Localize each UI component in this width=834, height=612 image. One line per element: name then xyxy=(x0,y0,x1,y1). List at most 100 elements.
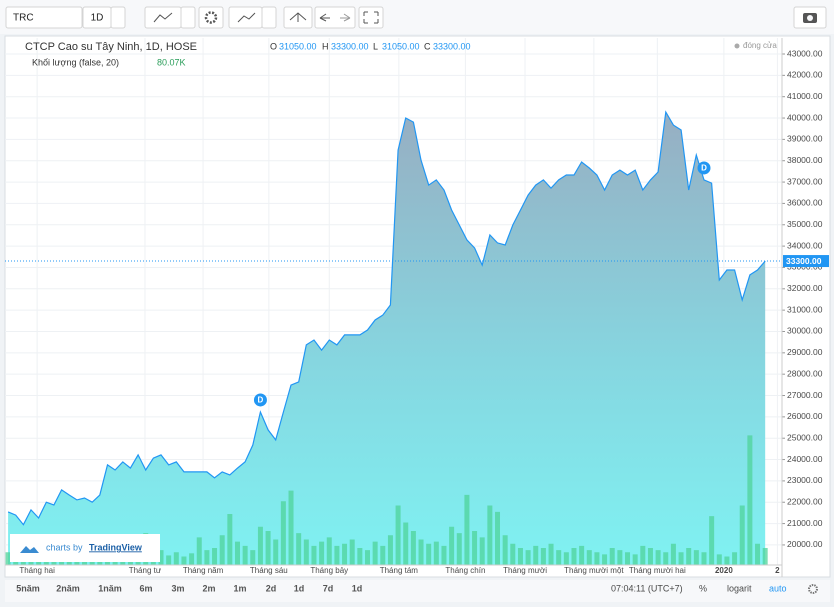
range-buttons: 5năm 2năm 1năm 6m 3m 2m 1m 2d 1d 7d 1d xyxy=(16,583,362,593)
watermark-brand[interactable]: TradingView xyxy=(89,542,143,552)
range-button[interactable]: 2m xyxy=(202,583,215,593)
range-button[interactable]: 2d xyxy=(266,583,277,593)
volume-bar xyxy=(296,533,302,565)
y-tick-label: 30000.00 xyxy=(787,326,823,336)
symbol-box[interactable] xyxy=(5,6,83,29)
range-button[interactable]: 2năm xyxy=(56,583,80,593)
y-tick-label: 28000.00 xyxy=(787,368,823,378)
ohlc-value: 33300.00 xyxy=(433,41,471,51)
volume-bar xyxy=(342,543,348,565)
footer-settings[interactable] xyxy=(808,584,818,594)
y-tick-label: 26000.00 xyxy=(787,411,823,421)
x-tick-label: Tháng mười một xyxy=(564,566,624,575)
volume-bar xyxy=(418,539,424,565)
y-tick-label: 35000.00 xyxy=(787,219,823,229)
range-button[interactable]: 1m xyxy=(233,583,246,593)
dividend-label: D xyxy=(258,396,264,405)
x-tick-label: Tháng năm xyxy=(183,566,224,575)
legend-series: đóng cửa xyxy=(743,41,777,50)
settings-button[interactable] xyxy=(198,6,224,29)
volume-bar xyxy=(632,554,638,565)
volume-bar xyxy=(548,543,554,565)
volume-bar xyxy=(579,545,585,565)
volume-bar xyxy=(747,435,753,565)
volume-name: Khối lượng (false, 20) xyxy=(32,57,119,67)
compare-icon xyxy=(289,12,307,22)
y-tick-label: 42000.00 xyxy=(787,70,823,80)
volume-bar xyxy=(303,539,309,565)
ohlc-value: 31050.00 xyxy=(279,41,317,51)
y-tick-label: 37000.00 xyxy=(787,176,823,186)
volume-bar xyxy=(732,552,738,565)
log-toggle[interactable]: logarit xyxy=(727,583,752,593)
ohlc-value: 31050.00 xyxy=(382,41,420,51)
volume-bar xyxy=(257,526,263,565)
fullscreen-button[interactable] xyxy=(358,6,384,29)
dropdown-button[interactable] xyxy=(261,6,277,29)
undo-icon xyxy=(319,13,330,22)
watermark-box xyxy=(10,534,160,562)
volume-bar xyxy=(617,550,623,565)
percent-toggle[interactable]: % xyxy=(699,583,707,593)
x-tick-label: Tháng mười hai xyxy=(629,566,686,575)
x-tick-label: Tháng bảy xyxy=(310,566,348,575)
volume-bar xyxy=(647,548,653,565)
volume-bar xyxy=(678,552,684,565)
x-tick-label: 2020 xyxy=(715,566,733,575)
y-tick-label: 38000.00 xyxy=(787,155,823,165)
ohlc-value: 33300.00 xyxy=(331,41,369,51)
footer xyxy=(5,580,830,602)
watermark-prefix: charts by xyxy=(46,542,83,552)
volume-bar xyxy=(472,531,478,565)
volume-bar xyxy=(410,531,416,565)
y-tick-label: 34000.00 xyxy=(787,240,823,250)
indicators-button[interactable] xyxy=(228,6,263,29)
volume-bar xyxy=(571,548,577,565)
volume-bar xyxy=(196,537,202,565)
range-button[interactable]: 3m xyxy=(171,583,184,593)
volume-bar xyxy=(762,547,768,565)
range-button[interactable]: 1d xyxy=(352,583,363,593)
toolbar xyxy=(0,0,834,34)
range-button[interactable]: 5năm xyxy=(16,583,40,593)
volume-bar xyxy=(273,539,279,565)
fullscreen-icon xyxy=(363,11,379,24)
y-tick-label: 31000.00 xyxy=(787,304,823,314)
range-button[interactable]: 1d xyxy=(294,583,305,593)
range-button[interactable]: 6m xyxy=(139,583,152,593)
range-button[interactable]: 1năm xyxy=(98,583,122,593)
volume-bar xyxy=(326,537,332,565)
legend-dot xyxy=(734,43,740,49)
volume-bar xyxy=(625,552,631,565)
x-tick-label: Tháng tư xyxy=(129,566,162,575)
volume-bar xyxy=(288,490,294,565)
undo-redo[interactable] xyxy=(314,6,356,29)
interval: 1D xyxy=(91,13,104,24)
auto-toggle[interactable]: auto xyxy=(769,583,787,593)
dividend-label: D xyxy=(701,164,707,173)
volume-bar xyxy=(166,555,172,565)
settings-icon xyxy=(204,11,218,24)
volume-bar xyxy=(594,552,600,565)
volume-bar xyxy=(586,550,592,565)
y-tick-label: 43000.00 xyxy=(787,48,823,58)
volume-bar xyxy=(334,545,340,565)
volume-bar xyxy=(204,550,210,565)
y-tick-label: 21000.00 xyxy=(787,518,823,528)
range-button[interactable]: 7d xyxy=(323,583,334,593)
y-tick-label: 29000.00 xyxy=(787,347,823,357)
volume-bar xyxy=(173,552,179,565)
volume-bar xyxy=(456,533,462,565)
dropdown-button[interactable] xyxy=(180,6,196,29)
volume-bar xyxy=(372,541,378,565)
volume-bar xyxy=(663,552,669,565)
volume-bar xyxy=(693,550,699,565)
y-tick-label: 32000.00 xyxy=(787,283,823,293)
camera-lens xyxy=(807,15,813,21)
more-button[interactable] xyxy=(110,6,126,29)
y-tick-label: 23000.00 xyxy=(787,475,823,485)
volume-bar xyxy=(234,541,240,565)
volume-bar xyxy=(755,543,761,565)
last-price-tag xyxy=(783,255,829,268)
volume-bar xyxy=(602,554,608,565)
